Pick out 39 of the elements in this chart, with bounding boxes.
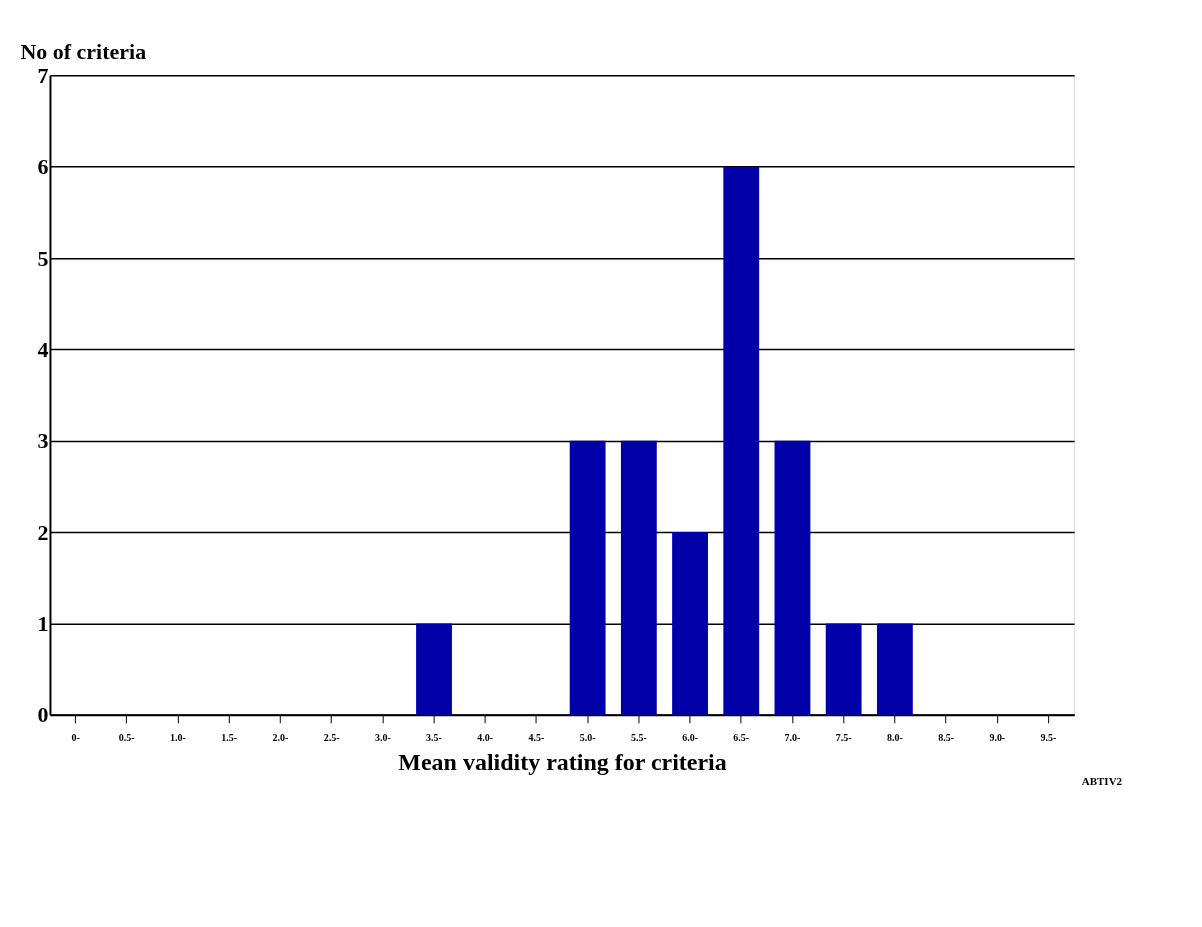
bar xyxy=(416,623,452,715)
x-tick-label: 7.5- xyxy=(835,732,852,744)
x-tick-label: 4.0- xyxy=(477,732,494,744)
x-tick-label: 9.0- xyxy=(989,732,1006,744)
x-tick-label: 0- xyxy=(71,732,80,744)
x-tick-label: 8.5- xyxy=(938,732,954,744)
x-tick-label: 1.0- xyxy=(170,732,186,744)
y-axis-title: No of criteria xyxy=(20,38,147,64)
x-tick-label: 6.0- xyxy=(682,732,698,744)
y-tick-label: 6 xyxy=(37,154,49,180)
bar xyxy=(825,623,862,715)
x-tick-label: 0.5- xyxy=(118,732,135,744)
y-tick-label: 4 xyxy=(37,336,49,362)
bar xyxy=(569,440,606,715)
x-tick-label: 3.0- xyxy=(374,732,391,744)
x-axis-title: Mean validity rating for criteria xyxy=(398,749,727,776)
y-tick-label: 7 xyxy=(37,62,49,88)
bar xyxy=(876,623,913,715)
bar xyxy=(672,532,708,715)
y-tick-label: 3 xyxy=(37,428,49,454)
x-tick-label: 3.5- xyxy=(426,732,442,744)
x-tick-label: 2.0- xyxy=(272,732,289,744)
x-tick-label: 7.0- xyxy=(784,732,801,744)
y-tick-label: 2 xyxy=(37,519,49,545)
y-tick-label: 0 xyxy=(37,702,49,728)
x-tick-label: 8.0- xyxy=(886,732,903,744)
bar xyxy=(620,440,657,715)
x-tick-label: 6.5- xyxy=(733,732,750,744)
x-tick-label: 9.5- xyxy=(1040,732,1057,744)
text: ABTIV2 xyxy=(1081,774,1123,787)
x-tick-label: 5.0- xyxy=(579,732,596,744)
bar xyxy=(774,440,811,715)
x-tick-label: 4.5- xyxy=(528,732,545,744)
y-tick-label: 1 xyxy=(37,610,49,636)
x-tick-label: 5.5- xyxy=(630,732,647,744)
bar xyxy=(723,166,760,715)
x-tick-label: 1.5- xyxy=(221,732,238,744)
y-tick-label: 5 xyxy=(37,245,49,271)
x-tick-label: 2.5- xyxy=(323,732,340,744)
